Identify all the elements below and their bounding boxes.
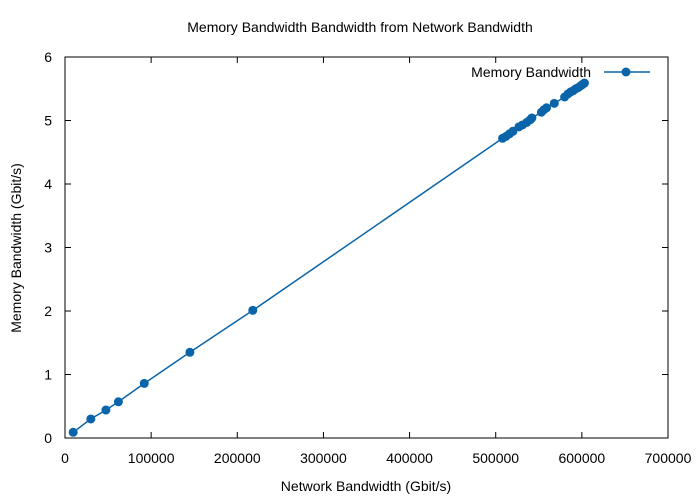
x-tick-label: 400000 [386,450,433,466]
data-point [185,347,195,357]
data-point [101,405,111,415]
series-layer [68,78,589,437]
plot-frame [64,56,669,439]
legend-label: Memory Bandwidth [471,64,591,80]
x-tick-label: 0 [61,450,69,466]
y-tick-label: 1 [44,367,52,383]
y-tick-label: 4 [44,176,52,192]
data-point [248,305,258,315]
x-axis: 0 100000 200000 300000 400000 500000 600000 700… [61,57,692,466]
y-tick-label: 0 [44,430,52,446]
y-tick-label: 2 [44,303,52,319]
x-axis-label: Network Bandwidth (Gbit/s) [281,478,451,494]
data-point [579,78,589,88]
data-point [549,98,559,108]
chart-title: Memory Bandwidth Bandwidth from Network … [187,19,533,35]
x-tick-label: 700000 [645,450,692,466]
data-point [139,378,149,388]
data-point [542,103,552,113]
data-point [86,414,96,424]
y-tick-label: 5 [44,113,52,129]
legend: Memory Bandwidth [471,64,650,80]
x-tick-label: 600000 [558,450,605,466]
data-point [68,427,78,437]
x-tick-label: 100000 [128,450,175,466]
x-tick-label: 500000 [472,450,519,466]
data-point [527,113,537,123]
x-tick-label: 300000 [300,450,347,466]
y-axis: 0 1 2 3 4 5 6 [44,49,668,446]
y-tick-label: 3 [44,240,52,256]
legend-marker-swatch [621,67,631,77]
data-point [113,397,123,407]
y-tick-label: 6 [44,49,52,65]
x-tick-label: 200000 [214,450,261,466]
y-axis-label: Memory Bandwidth (Gbit/s) [8,163,24,333]
